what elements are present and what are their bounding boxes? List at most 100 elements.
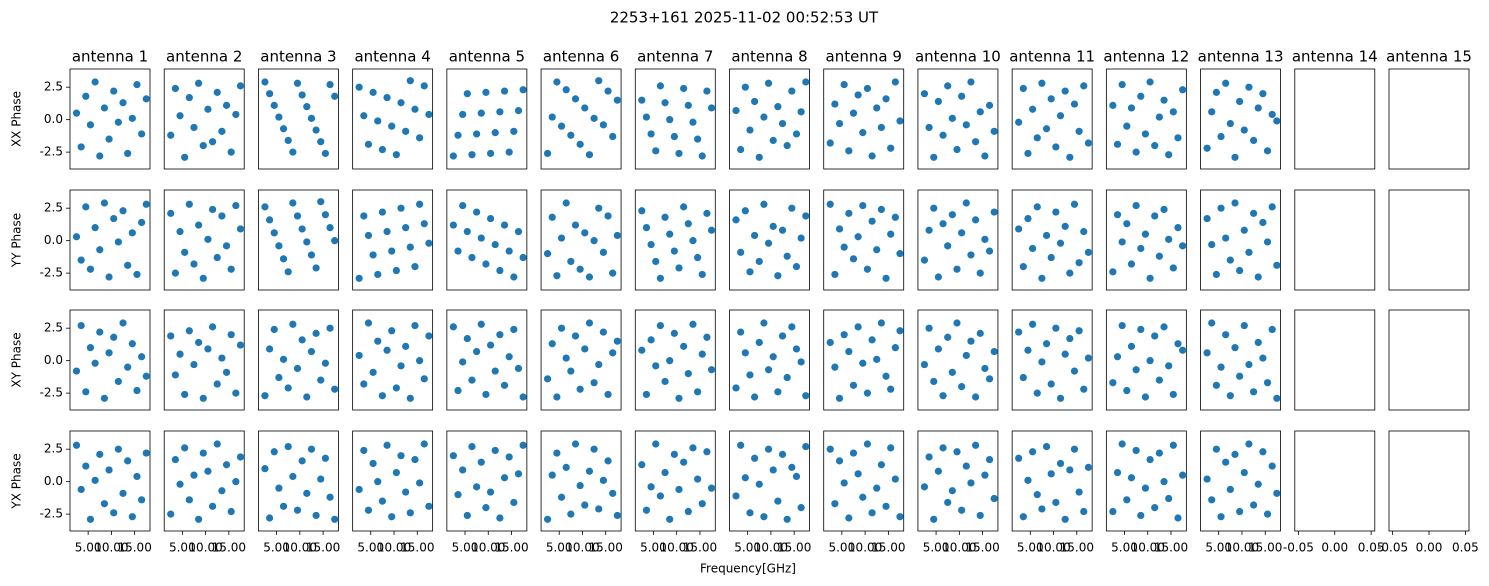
y-tick-label: -2.5 [40, 507, 63, 521]
point [496, 108, 504, 116]
point [402, 342, 410, 350]
point [505, 353, 513, 361]
point [1047, 380, 1055, 388]
point [298, 225, 306, 233]
point [411, 321, 419, 330]
point [1179, 242, 1187, 250]
point [859, 129, 867, 137]
point [1254, 104, 1262, 112]
point [769, 353, 777, 361]
point [543, 250, 552, 258]
point [420, 375, 428, 383]
point [1165, 362, 1173, 370]
point [967, 479, 975, 487]
point [459, 110, 467, 119]
point [72, 367, 81, 375]
point [463, 227, 471, 236]
point [1146, 455, 1154, 464]
point [321, 454, 330, 462]
point [1061, 87, 1069, 95]
x-tick-label: 10.00 [188, 541, 222, 555]
x-tick-label: 15.00 [589, 541, 623, 555]
point [840, 243, 848, 251]
point [369, 459, 377, 468]
point [1160, 96, 1168, 104]
point [737, 328, 745, 336]
column-title: antenna 4 [354, 48, 430, 66]
x-tick-label: 10.00 [848, 541, 882, 555]
point [185, 496, 193, 504]
x-tick-label: 10.00 [283, 541, 317, 555]
point [976, 269, 984, 277]
point [887, 385, 895, 393]
x-tick-label: 5.00 [923, 541, 950, 555]
point [571, 221, 580, 229]
point [261, 465, 269, 473]
point [1056, 459, 1065, 468]
point [138, 218, 146, 227]
column-title: antenna 15 [1386, 48, 1472, 66]
point [355, 83, 363, 91]
point [877, 123, 885, 132]
point [934, 273, 942, 281]
point [284, 384, 292, 392]
column-title: antenna 5 [449, 48, 525, 66]
point [675, 394, 683, 402]
point [176, 112, 184, 120]
point [792, 472, 801, 481]
panel-frame [1294, 68, 1376, 170]
point [1047, 470, 1055, 478]
point [609, 132, 617, 141]
point [204, 235, 212, 243]
point [656, 321, 665, 330]
point [114, 238, 122, 246]
point [232, 201, 240, 210]
point [82, 92, 90, 100]
point [1249, 136, 1258, 145]
panel-frame [163, 430, 245, 532]
point [317, 138, 325, 146]
point [321, 211, 330, 219]
row-label: XY Phase [10, 332, 24, 387]
point [222, 242, 231, 250]
row-label: YY Phase [10, 213, 24, 268]
point [868, 336, 876, 344]
x-tick-label: 5.00 [1017, 541, 1044, 555]
point [826, 200, 834, 208]
point [1236, 507, 1244, 516]
point [270, 229, 278, 237]
point [863, 440, 872, 448]
point [684, 370, 692, 378]
panel-frame [69, 68, 151, 170]
point [519, 86, 527, 94]
point [388, 122, 396, 130]
point [265, 90, 274, 98]
point [1231, 153, 1239, 161]
point [939, 220, 947, 228]
point [1240, 321, 1248, 330]
point [218, 212, 226, 220]
point [468, 253, 476, 262]
point [514, 227, 523, 236]
point [496, 331, 504, 339]
point [1066, 153, 1074, 161]
point [1113, 211, 1122, 219]
point [581, 229, 589, 237]
point [854, 323, 862, 331]
point [199, 394, 207, 402]
point [96, 450, 104, 458]
point [1084, 139, 1093, 147]
point [208, 502, 217, 510]
point [707, 226, 716, 234]
point [835, 457, 844, 465]
point [1151, 504, 1159, 512]
point [105, 273, 113, 281]
point [307, 114, 316, 122]
point [482, 390, 490, 399]
point [638, 346, 646, 354]
point [1259, 218, 1267, 227]
point [972, 393, 980, 401]
point [887, 230, 895, 238]
point [1038, 274, 1046, 282]
point [595, 77, 603, 85]
